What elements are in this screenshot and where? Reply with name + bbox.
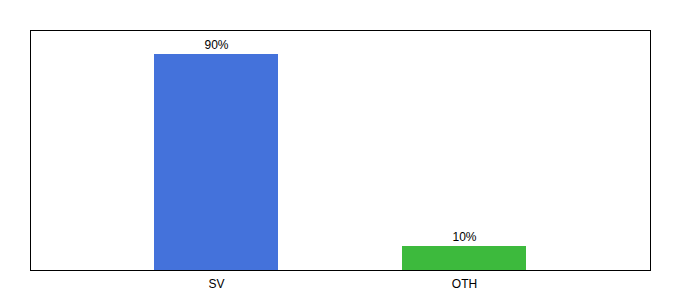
svg-text:SV: SV xyxy=(208,277,224,291)
svg-text:90%: 90% xyxy=(204,38,228,52)
svg-text:10%: 10% xyxy=(452,230,476,244)
svg-text:OTH: OTH xyxy=(452,277,477,291)
